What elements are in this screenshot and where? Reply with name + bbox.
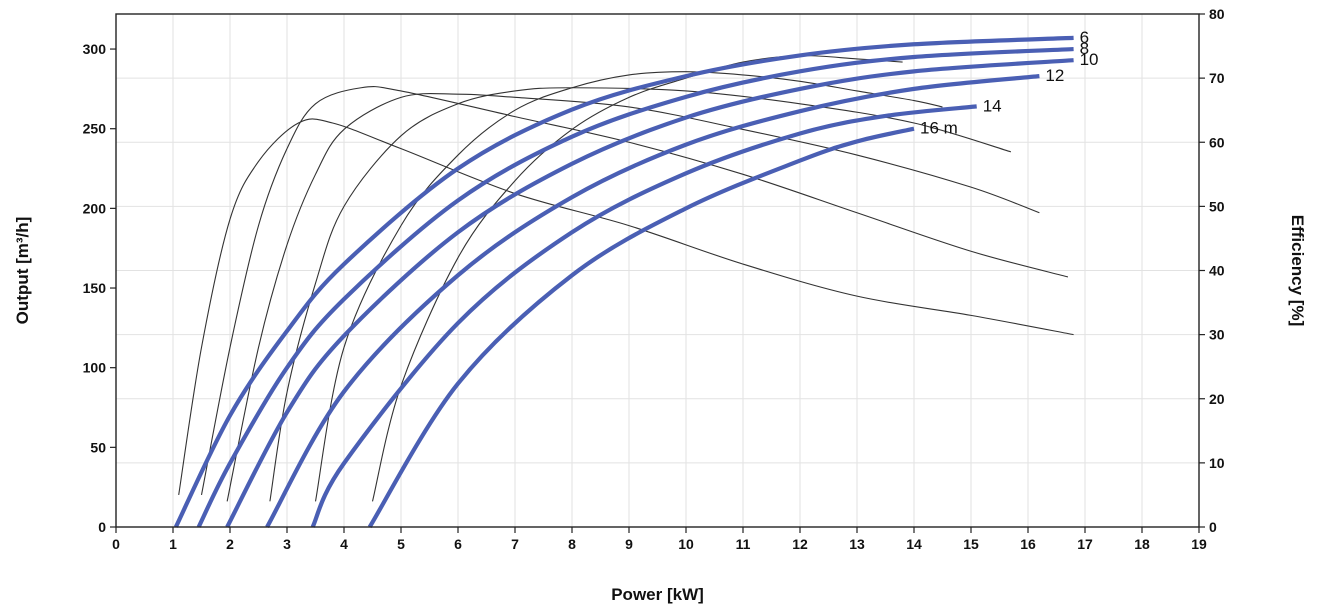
output-curve bbox=[310, 104, 977, 528]
curve-label: 12 bbox=[1045, 66, 1064, 85]
y2-tick-label: 50 bbox=[1209, 198, 1225, 214]
efficiency-curve bbox=[226, 93, 1040, 502]
curve-label: 6 bbox=[1080, 28, 1089, 47]
y2-axis-ticks: 0 10 20 30 40 50 60 70 80 bbox=[1199, 6, 1225, 535]
y-tick-label: 250 bbox=[83, 121, 107, 137]
x-tick-label: 18 bbox=[1134, 536, 1150, 552]
x-tick-label: 4 bbox=[340, 536, 348, 552]
y-axis-ticks: 0 50 100 150 200 250 300 bbox=[83, 41, 116, 535]
x-tick-label: 12 bbox=[792, 536, 808, 552]
x-tick-label: 2 bbox=[226, 536, 234, 552]
y-tick-label: 200 bbox=[83, 200, 107, 216]
output-curves bbox=[173, 35, 1074, 529]
x-tick-label: 10 bbox=[678, 536, 694, 552]
efficiency-curve bbox=[269, 87, 1012, 502]
x-tick-label: 16 bbox=[1020, 536, 1036, 552]
curve-label: 8 bbox=[1080, 39, 1089, 58]
x-tick-label: 7 bbox=[511, 536, 519, 552]
output-curve bbox=[196, 46, 1074, 528]
y2-tick-label: 10 bbox=[1209, 455, 1225, 471]
x-tick-label: 17 bbox=[1077, 536, 1093, 552]
x-axis-title: Power [kW] bbox=[611, 585, 704, 604]
efficiency-curves bbox=[178, 55, 1074, 502]
y-tick-label: 150 bbox=[83, 280, 107, 296]
curve-label: 10 bbox=[1080, 50, 1099, 69]
y-tick-label: 100 bbox=[83, 360, 107, 376]
y2-tick-label: 20 bbox=[1209, 391, 1225, 407]
x-tick-label: 5 bbox=[397, 536, 405, 552]
y2-tick-label: 0 bbox=[1209, 519, 1217, 535]
x-tick-label: 6 bbox=[454, 536, 462, 552]
y2-tick-label: 70 bbox=[1209, 70, 1225, 86]
efficiency-curve bbox=[178, 118, 1074, 496]
output-curve bbox=[367, 126, 915, 529]
curve-label: 14 bbox=[983, 96, 1002, 115]
x-tick-label: 19 bbox=[1191, 536, 1207, 552]
x-tick-label: 0 bbox=[112, 536, 120, 552]
y-axis-title: Output [m³/h] bbox=[13, 217, 32, 325]
output-curve bbox=[173, 35, 1074, 528]
x-tick-label: 1 bbox=[169, 536, 177, 552]
y2-tick-label: 40 bbox=[1209, 263, 1225, 279]
y2-tick-label: 80 bbox=[1209, 6, 1225, 22]
y-tick-label: 0 bbox=[98, 519, 106, 535]
x-tick-label: 13 bbox=[849, 536, 865, 552]
curve-label: 16 m bbox=[920, 119, 958, 138]
efficiency-curve bbox=[314, 71, 943, 502]
output-curve bbox=[265, 74, 1040, 529]
output-curve bbox=[225, 58, 1074, 528]
x-tick-label: 8 bbox=[568, 536, 576, 552]
y-tick-label: 50 bbox=[90, 439, 106, 455]
y2-tick-label: 30 bbox=[1209, 327, 1225, 343]
x-tick-label: 9 bbox=[625, 536, 633, 552]
x-axis-ticks: 0 1 2 3 4 5 6 7 8 9 10 11 12 13 14 15 16 17 18 19 bbox=[112, 527, 1207, 552]
x-tick-label: 14 bbox=[906, 536, 922, 552]
x-tick-label: 15 bbox=[963, 536, 979, 552]
efficiency-curve bbox=[200, 86, 1069, 496]
x-tick-label: 11 bbox=[736, 536, 751, 552]
y2-axis-title: Efficiency [%] bbox=[1288, 215, 1307, 326]
x-tick-label: 3 bbox=[283, 536, 291, 552]
y-tick-label: 300 bbox=[83, 41, 107, 57]
y2-tick-label: 60 bbox=[1209, 134, 1225, 150]
